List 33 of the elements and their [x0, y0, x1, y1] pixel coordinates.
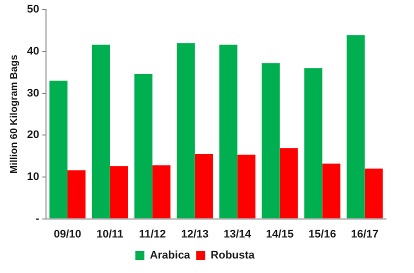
bar — [152, 165, 170, 218]
bar — [67, 170, 86, 218]
y-tick-label: 30 — [26, 87, 40, 100]
y-tick-label: 20 — [26, 129, 40, 142]
bar — [262, 63, 280, 218]
y-tick-label: - — [36, 212, 40, 225]
x-tick-label: 09/10 — [54, 228, 82, 240]
y-tick-label: 40 — [26, 45, 40, 58]
bar — [92, 44, 110, 218]
x-tick-label: 11/12 — [138, 228, 166, 240]
bar — [364, 168, 383, 218]
bar — [194, 154, 213, 218]
bar — [322, 164, 340, 218]
x-tick-label: 13/14 — [224, 228, 252, 240]
bar — [219, 44, 238, 218]
x-tick-label: 10/11 — [96, 228, 124, 240]
bar — [280, 148, 298, 218]
bar — [110, 166, 128, 218]
bar — [176, 43, 195, 218]
bar — [346, 35, 365, 218]
y-tick-label: 10 — [26, 170, 40, 183]
x-tick-label: 15/16 — [308, 228, 336, 240]
x-tick-label: 14/15 — [266, 228, 294, 240]
x-tick-label: 16/17 — [351, 228, 379, 240]
bar — [237, 154, 256, 218]
bar — [304, 68, 322, 218]
bar — [134, 74, 152, 218]
x-tick-label: 12/13 — [181, 228, 209, 240]
legend-label: Arabica — [150, 250, 192, 262]
bar — [49, 80, 68, 218]
legend-label: Robusta — [210, 250, 256, 262]
y-axis-title: Million 60 Kilogram Bags — [8, 54, 20, 174]
y-tick-label: 50 — [26, 4, 40, 16]
